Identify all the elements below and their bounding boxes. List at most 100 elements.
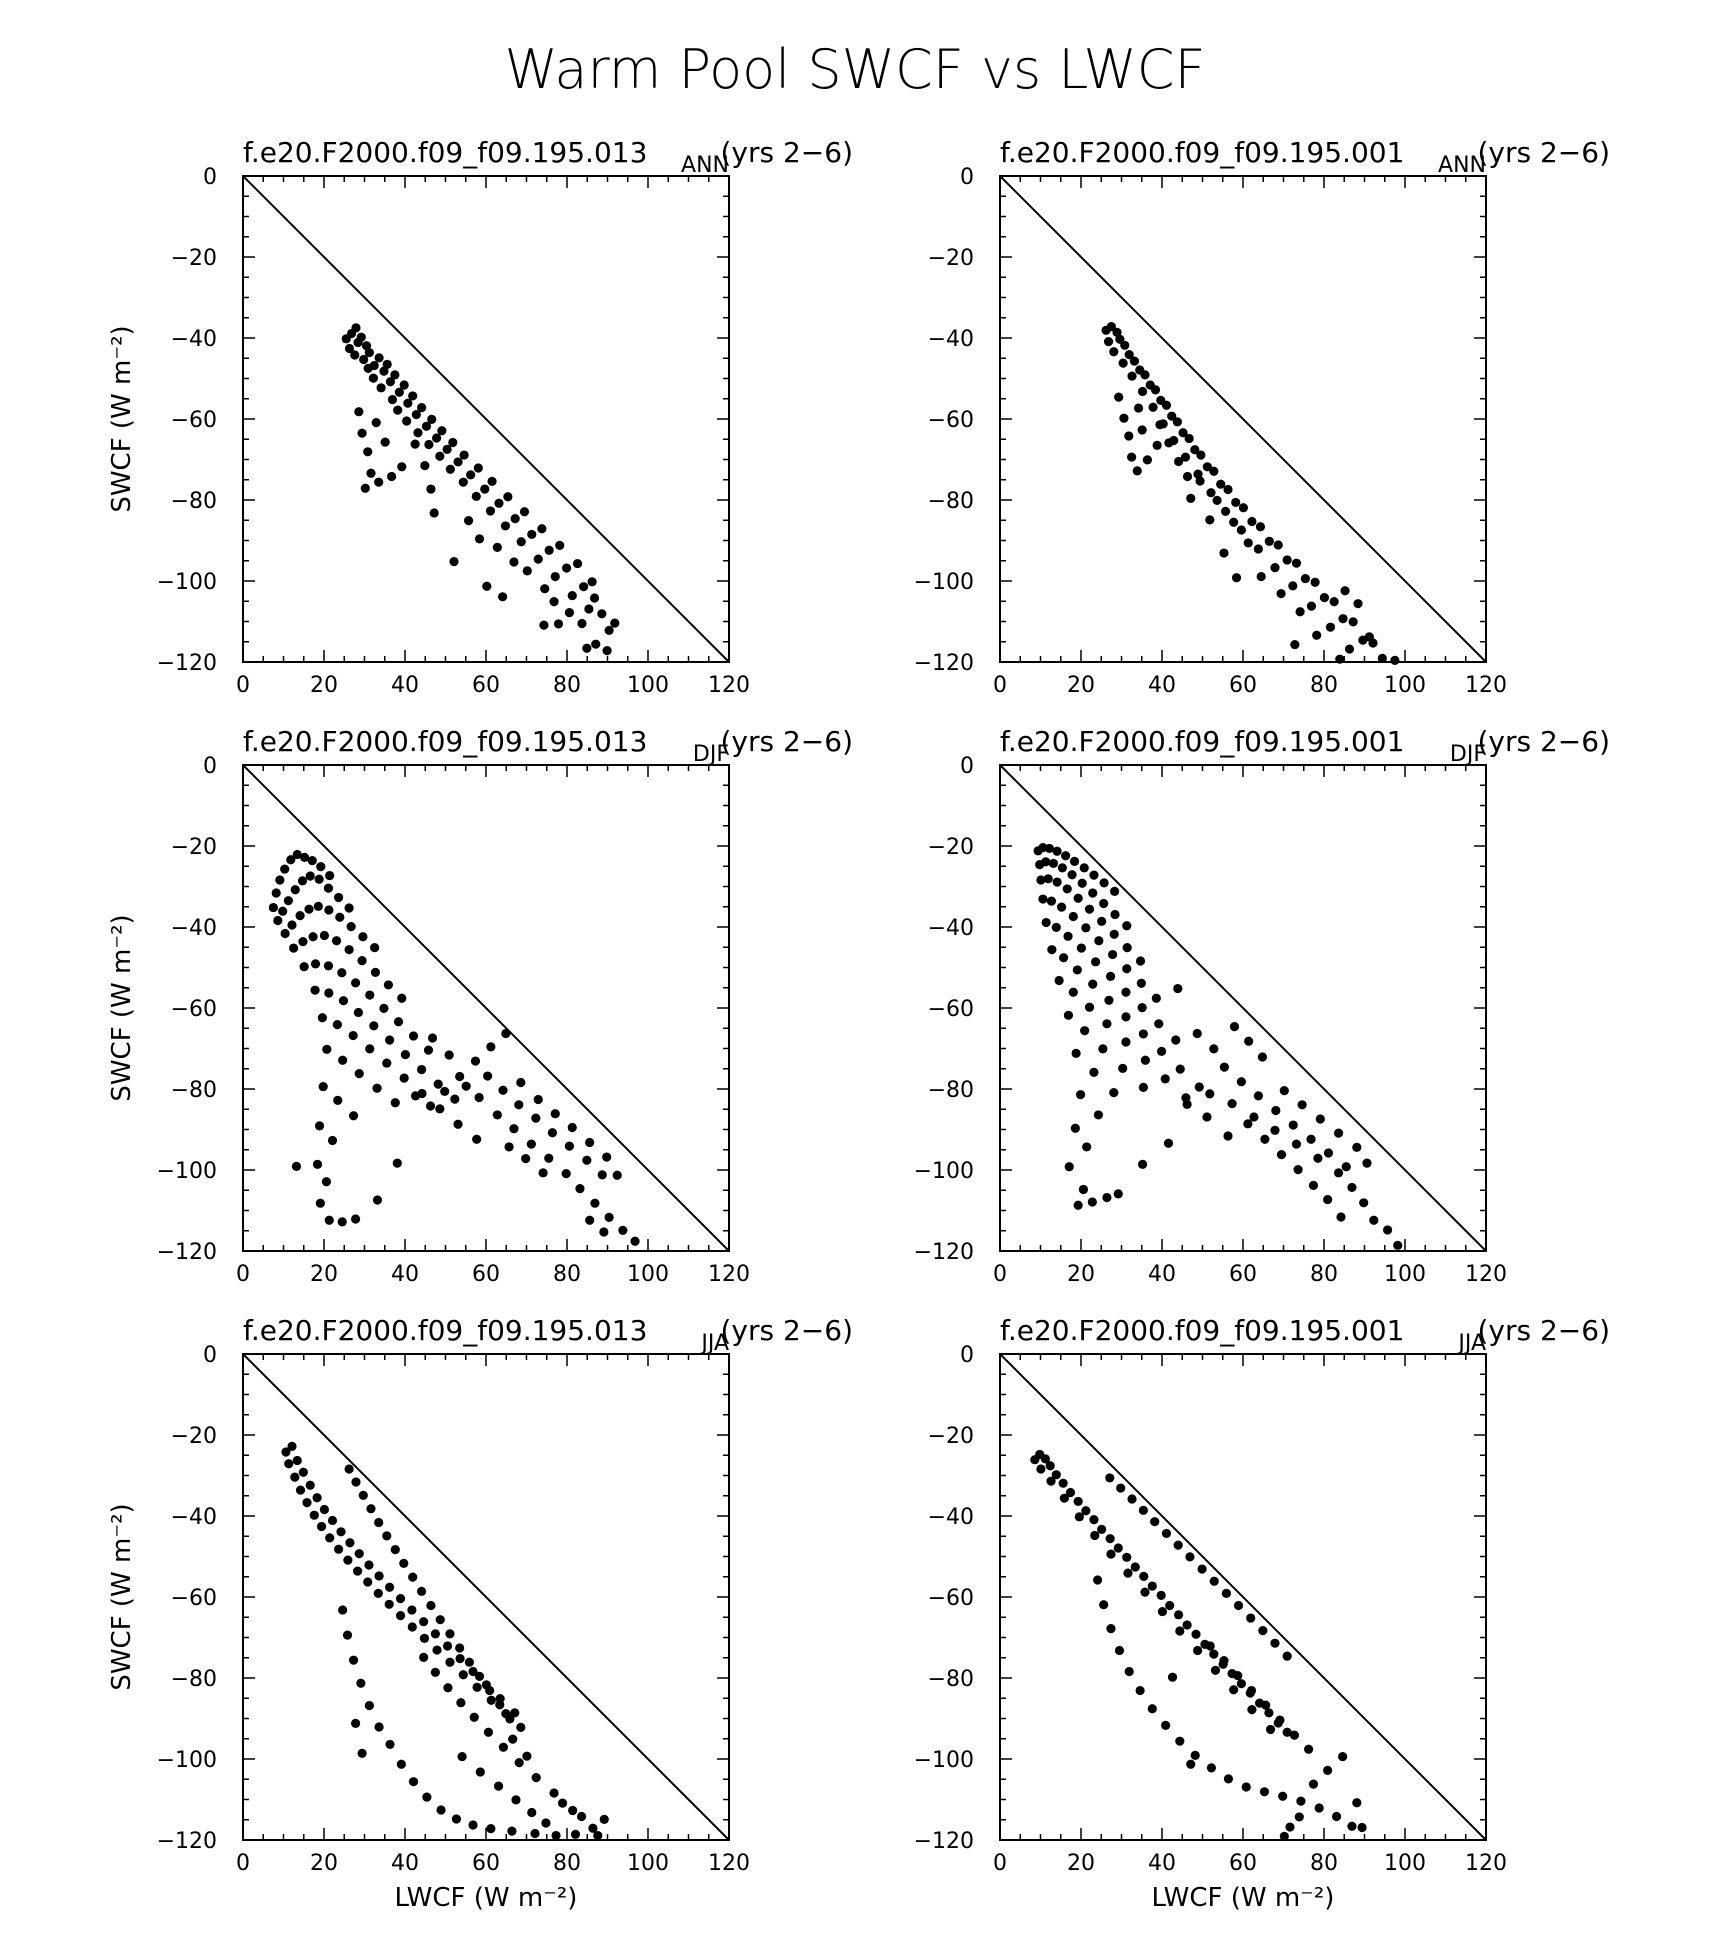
- data-point: [1140, 1055, 1150, 1065]
- data-point: [393, 405, 403, 415]
- data-point: [1359, 1198, 1369, 1208]
- data-point: [531, 1773, 541, 1783]
- panel-title-left: f.e20.F2000.f09_f09.195.001: [1000, 725, 1404, 758]
- x-tick-label: 20: [310, 1851, 338, 1876]
- data-point: [323, 883, 334, 893]
- data-point: [1336, 1212, 1346, 1222]
- data-point: [1047, 945, 1057, 955]
- data-point: [1186, 493, 1196, 503]
- data-point: [568, 1805, 578, 1816]
- data-point: [385, 377, 396, 387]
- x-tick-label: 60: [1229, 1851, 1257, 1876]
- data-point: [1058, 1478, 1068, 1488]
- x-tick-label: 120: [1465, 1851, 1507, 1876]
- data-point: [295, 1485, 306, 1495]
- data-point: [1080, 1026, 1090, 1036]
- data-point: [431, 433, 442, 443]
- data-point: [1072, 965, 1082, 975]
- data-point: [1063, 1010, 1074, 1020]
- x-tick-label: 80: [553, 1262, 581, 1287]
- x-tick-label: 40: [391, 1262, 419, 1287]
- data-point: [547, 1128, 558, 1138]
- x-tick-label: 100: [1384, 1851, 1426, 1876]
- data-point: [597, 1170, 607, 1180]
- data-point: [1121, 987, 1131, 997]
- data-point: [514, 1758, 524, 1768]
- y-tick-label: −40: [171, 327, 217, 352]
- data-point: [1353, 599, 1363, 609]
- data-point: [419, 1652, 429, 1662]
- data-point: [407, 1605, 417, 1615]
- data-point: [283, 896, 293, 906]
- data-point: [1393, 1240, 1403, 1250]
- x-tick-label: 20: [310, 673, 338, 698]
- x-tick-label: 80: [1310, 673, 1338, 698]
- data-point: [1282, 1651, 1292, 1661]
- data-point: [444, 1050, 454, 1060]
- data-point: [1282, 555, 1292, 565]
- data-point: [604, 1212, 614, 1222]
- data-point: [1223, 1774, 1234, 1784]
- data-point: [327, 1515, 338, 1526]
- data-point: [382, 1531, 392, 1541]
- x-tick-label: 20: [1067, 1262, 1095, 1287]
- data-point: [1209, 1649, 1219, 1659]
- data-point: [1291, 558, 1302, 568]
- season-label: ANN: [681, 153, 729, 178]
- data-point: [324, 905, 334, 915]
- data-point: [392, 1158, 402, 1168]
- data-point: [1175, 1626, 1185, 1636]
- y-axis-label: SWCF (W m⁻²): [107, 914, 137, 1101]
- data-point: [1152, 440, 1162, 450]
- data-point: [1300, 573, 1310, 584]
- x-tick-label: 0: [993, 1851, 1007, 1876]
- data-point: [305, 1480, 315, 1490]
- data-point: [426, 484, 436, 494]
- data-point: [423, 1045, 434, 1055]
- data-point: [445, 1629, 455, 1639]
- data-point: [1113, 1543, 1123, 1553]
- data-point: [430, 1667, 440, 1677]
- data-point: [353, 1566, 363, 1576]
- data-point: [374, 1722, 384, 1732]
- data-point: [436, 1805, 446, 1815]
- data-point: [468, 1666, 478, 1677]
- data-point: [486, 1042, 496, 1052]
- data-point: [1243, 1119, 1253, 1129]
- data-point: [1206, 488, 1216, 498]
- data-point: [494, 498, 504, 508]
- data-point: [1186, 1759, 1196, 1769]
- data-point: [268, 902, 278, 913]
- y-tick-label: −60: [171, 408, 217, 433]
- data-point: [537, 524, 547, 534]
- data-point: [1123, 1568, 1133, 1578]
- data-point: [1290, 639, 1300, 650]
- reference-line: [999, 175, 1487, 663]
- data-point: [348, 1030, 358, 1041]
- data-point: [599, 1227, 609, 1237]
- scatter-panel-3: 0 20 40 60 80 100 120 0 −20 −40 −60 −80 −100 −120 f.e2…: [107, 725, 853, 1287]
- data-point: [1164, 438, 1174, 448]
- data-point: [1279, 1086, 1289, 1096]
- data-point: [1079, 863, 1089, 873]
- data-point: [399, 1073, 409, 1083]
- x-tick-label: 100: [627, 1851, 669, 1876]
- data-point: [411, 409, 421, 420]
- data-point: [324, 988, 334, 998]
- data-point: [450, 1094, 460, 1104]
- data-point: [1308, 1180, 1319, 1190]
- data-point: [397, 993, 407, 1003]
- data-point: [1140, 1587, 1150, 1597]
- x-tick-label: 0: [236, 1262, 250, 1287]
- data-point: [369, 1021, 379, 1031]
- data-point: [1255, 522, 1266, 532]
- data-point: [492, 542, 502, 552]
- data-point: [390, 1098, 400, 1108]
- data-point: [1156, 1590, 1166, 1600]
- data-point: [577, 618, 587, 629]
- data-point: [1099, 1600, 1109, 1610]
- data-point: [1129, 356, 1140, 366]
- y-tick-label: −60: [171, 997, 217, 1022]
- data-point: [299, 962, 309, 972]
- x-tick-label: 80: [553, 1851, 581, 1876]
